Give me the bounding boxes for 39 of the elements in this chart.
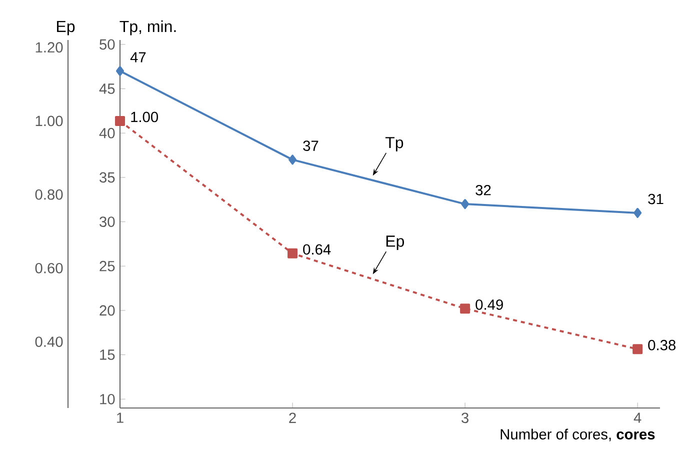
x-axis-title: Number of cores, cores xyxy=(500,428,655,442)
y-tick-label: 35 xyxy=(100,172,115,183)
point xyxy=(116,66,124,76)
x-tick-label: 1 xyxy=(117,412,124,423)
y2-axis-title: Ep xyxy=(57,20,75,36)
y2-tick-label: 0.40 xyxy=(35,336,63,347)
data-label: 37 xyxy=(303,140,318,151)
y2-tick-label: 0.80 xyxy=(35,189,63,200)
data-label: 0.38 xyxy=(648,340,676,350)
data-label: 0.64 xyxy=(303,244,331,255)
point xyxy=(634,208,642,218)
data-label: 32 xyxy=(476,184,491,196)
x-tick-label: 3 xyxy=(462,412,468,424)
y-tick-label: 45 xyxy=(99,84,115,94)
data-label: 31 xyxy=(648,194,664,204)
point xyxy=(115,116,126,126)
x-tick-label: 4 xyxy=(634,412,642,423)
x-tick-label: 2 xyxy=(289,412,296,423)
data-label: 0.49 xyxy=(476,299,503,310)
point xyxy=(460,304,470,314)
y-tick-label: 25 xyxy=(100,260,115,272)
point xyxy=(288,154,297,165)
y-tick-label: 40 xyxy=(99,128,115,138)
point xyxy=(461,199,470,210)
y-tick-label: 20 xyxy=(100,305,115,316)
point xyxy=(288,248,298,258)
y2-tick-label: 1.00 xyxy=(36,116,63,126)
y-tick-label: 30 xyxy=(100,216,115,227)
y2-tick-label: 1.20 xyxy=(36,42,63,53)
data-label: 47 xyxy=(130,52,146,62)
data-label: 1.00 xyxy=(131,112,158,122)
y-axis-title: Tp, min. xyxy=(120,20,176,36)
series-label: Ep xyxy=(386,236,404,250)
point xyxy=(632,344,643,354)
y-tick-label: 15 xyxy=(100,350,115,360)
y-tick-label: 50 xyxy=(100,39,115,50)
y-tick-label: 10 xyxy=(100,394,115,404)
y2-tick-label: 0.60 xyxy=(35,262,63,274)
series-label: Tp xyxy=(385,137,404,152)
